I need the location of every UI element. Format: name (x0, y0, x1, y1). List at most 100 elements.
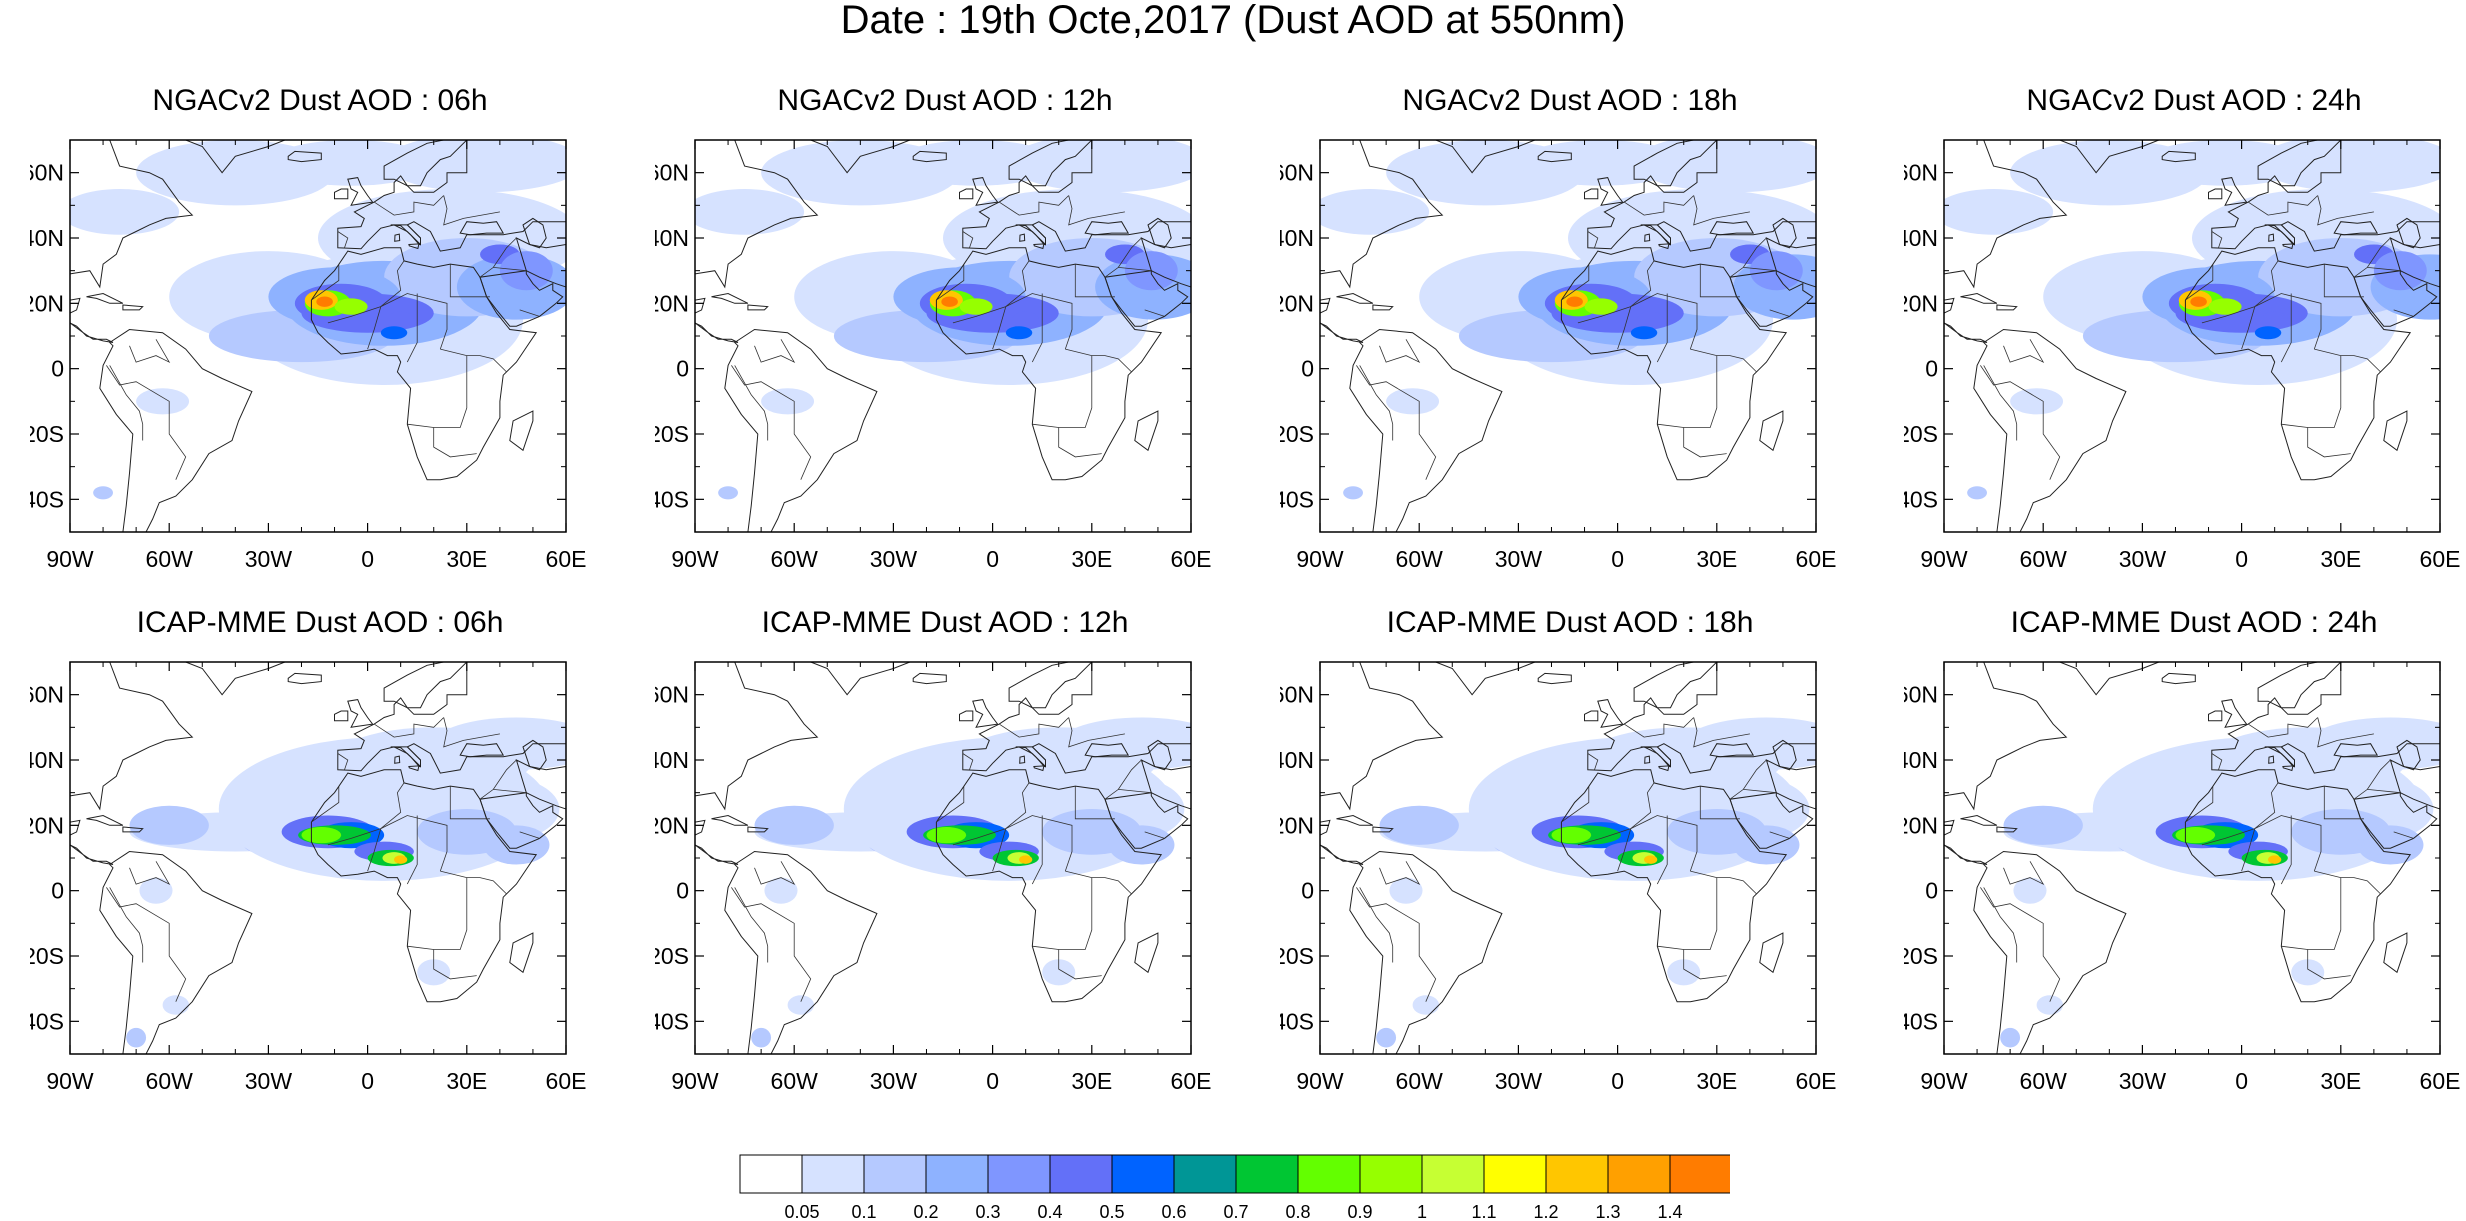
coastline-iceland (1537, 672, 1572, 685)
coastline-centralAmerica (695, 844, 739, 865)
country-border (337, 753, 349, 770)
coastline-arabia (479, 792, 564, 849)
country-border (2393, 309, 2414, 317)
coastline-scandinavia (1008, 662, 1093, 709)
country-border (337, 231, 349, 248)
coastline-persia (2389, 237, 2440, 288)
country-border (2211, 753, 2223, 770)
country-border (1690, 870, 1757, 895)
dust-aod-field (1058, 717, 1191, 770)
coastline-britain (1597, 699, 1624, 728)
coastline-southAmerica (724, 328, 878, 532)
country-border (1587, 753, 1599, 770)
coastline-arabia (2353, 792, 2438, 849)
country-border (440, 348, 507, 373)
lat-tick-label: 40N (1904, 747, 1938, 773)
dust-aod-field (1412, 995, 1440, 1015)
country-border (1118, 789, 1152, 794)
lon-tick-label: 90W (671, 1068, 719, 1094)
country-border (367, 828, 382, 872)
lon-tick-label: 60E (1796, 1068, 1837, 1094)
dust-aod-field (2268, 855, 2282, 864)
country-border (1683, 949, 1727, 980)
lat-tick-label: 0 (1925, 878, 1938, 904)
coastline-scandinavia (383, 140, 468, 187)
coastline-cuba (1960, 292, 1998, 304)
country-border (2317, 195, 2374, 226)
map-canvas: 90W 60W 30W 0 30E 60E 60N 40N 20N 0 20S 40S (655, 661, 1211, 1094)
lat-tick-label: 40S (30, 1008, 64, 1034)
map-canvas: 90W 60W 30W 0 30E 60E 60N 40N 20N 0 20S 40S (1904, 139, 2461, 572)
panel-title: ICAP-MME Dust AOD : 06h (136, 606, 504, 639)
coastline-iceland (2161, 150, 2196, 163)
dust-aod-field (2003, 805, 2083, 845)
coastline-centralAmerica (70, 322, 114, 343)
lat-tick-label: 40N (30, 225, 64, 251)
country-border (129, 861, 171, 886)
lon-tick-label: 30E (446, 546, 487, 572)
colorbar-swatch (1421, 1154, 1485, 1194)
country-border (493, 789, 527, 794)
coastline-cuba (1336, 814, 1374, 826)
lat-tick-label: 40N (655, 747, 689, 773)
lon-tick-label: 60W (771, 1068, 819, 1094)
coastline-arabia (1104, 270, 1189, 327)
dust-aod-field (93, 486, 113, 500)
country-border (952, 293, 1073, 350)
country-border (1058, 427, 1102, 458)
dust-aod-field (162, 995, 190, 1015)
country-border (407, 877, 468, 950)
country-border (2247, 717, 2318, 738)
dust-aod-field (70, 189, 180, 235)
coastline-greenland (810, 662, 911, 696)
lat-tick-label: 20S (30, 421, 64, 447)
lon-tick-label: 30W (2119, 546, 2167, 572)
country-border (106, 887, 187, 1002)
country-border (1356, 887, 1437, 1002)
country-border (1074, 264, 1115, 298)
coastline-hispaniola (1372, 304, 1394, 311)
map-canvas: 90W 60W 30W 0 30E 60E 60N 40N 20N 0 20S 40S (655, 139, 1211, 572)
coastline-blackSea (1709, 743, 1755, 758)
lon-tick-label: 60E (2420, 546, 2461, 572)
coastline-centralAmerica (1944, 844, 1988, 865)
lon-tick-label: 30W (245, 546, 293, 572)
coastline-northAmerica (1944, 140, 2068, 289)
country-border (1058, 949, 1102, 980)
coastline-sardinia (1019, 233, 1026, 242)
panel-title: NGACv2 Dust AOD : 06h (152, 84, 488, 117)
country-border (449, 264, 490, 298)
coastline-yucatan (70, 297, 81, 314)
coastline-northAmerica (1320, 140, 1444, 289)
coastline-scandinavia (383, 662, 468, 709)
coastline-iceland (912, 672, 947, 685)
country-border (734, 365, 769, 441)
coastline-italy (1015, 746, 1046, 767)
lon-tick-label: 0 (1611, 1068, 1624, 1094)
coastline-sicily (2282, 243, 2294, 250)
country-border (1032, 877, 1093, 950)
coastline-persia (1765, 237, 1816, 288)
lat-tick-label: 0 (51, 878, 64, 904)
lon-tick-label: 0 (361, 546, 374, 572)
coastline-italy (1640, 746, 1671, 767)
coastline-caspian (1147, 739, 1172, 771)
lon-tick-label: 30W (2119, 1068, 2167, 1094)
colorbar-swatch (925, 1154, 989, 1194)
coastline-caspian (2396, 739, 2421, 771)
dust-aod-field (1634, 140, 1816, 193)
country-border (1690, 348, 1757, 373)
coastline-yucatan (695, 819, 706, 836)
country-border (1104, 237, 1142, 278)
panel-title: ICAP-MME Dust AOD : 12h (761, 606, 1129, 639)
dust-aod-field (1379, 805, 1459, 845)
lon-tick-label: 30E (2320, 546, 2361, 572)
dust-aod-field (718, 486, 738, 500)
coastline-scandinavia (2257, 662, 2342, 709)
colorbar-swatch (1111, 1154, 1175, 1194)
country-border (2280, 815, 2292, 885)
lon-tick-label: 0 (986, 1068, 999, 1094)
lat-tick-label: 20S (655, 943, 689, 969)
colorbar-swatch (1483, 1154, 1547, 1194)
coastline-ireland (2208, 710, 2223, 722)
